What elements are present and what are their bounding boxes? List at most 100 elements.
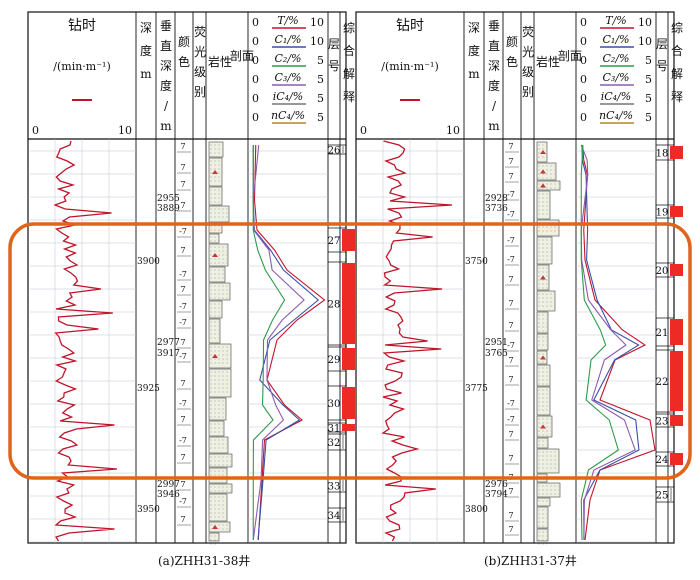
layer-number: 34: [328, 511, 341, 522]
lithology-block: [208, 420, 225, 437]
lithology-block: [208, 141, 224, 158]
gas-scale-max: 10: [638, 35, 652, 48]
color-code: 7: [508, 172, 513, 181]
color-code: -7: [507, 190, 515, 199]
svg-text:号: 号: [328, 59, 340, 73]
lithology-block: [536, 364, 551, 387]
color-code: 7: [180, 246, 185, 255]
lithology-block: [208, 300, 223, 319]
layer-number: 19: [656, 208, 669, 219]
interpretation-fill: [342, 229, 355, 251]
layer-header: 层号: [656, 37, 668, 73]
lithology-block: [536, 190, 551, 220]
svg-text:垂: 垂: [160, 19, 172, 33]
interpretation-fill: [670, 453, 683, 465]
lithology-block: [208, 532, 220, 542]
svg-text:释: 释: [343, 90, 355, 104]
color-code: -7: [507, 341, 515, 350]
gas-scale-min: 0: [580, 73, 587, 86]
gas-label: T/%: [277, 14, 299, 27]
color-code: 7: [180, 201, 185, 210]
svg-text:/: /: [492, 99, 497, 113]
depth-label: 3800: [465, 505, 488, 515]
color-code: -7: [179, 270, 187, 279]
color-code: -7: [507, 210, 515, 219]
gas-scale-min: 0: [252, 73, 259, 86]
lithology-block: [208, 436, 229, 454]
gas-scale-max: 5: [645, 111, 652, 124]
vertical-depth-label: 2928: [485, 194, 508, 204]
svg-text:荧: 荧: [522, 25, 534, 39]
lithology-block: [208, 233, 220, 244]
interpretation-fill: [342, 387, 355, 419]
gas-scale-max: 10: [638, 16, 652, 29]
svg-text:m: m: [160, 119, 172, 133]
layer-number: 25: [656, 491, 669, 502]
lithology-header-1: 岩性: [536, 54, 560, 69]
gas-label: iC₄/%: [601, 90, 632, 103]
color-code: 7: [180, 163, 185, 172]
vertical-depth-label: 2976: [485, 480, 508, 490]
layer-number: 21: [656, 328, 669, 339]
color-code: 7: [180, 515, 185, 524]
svg-text:解: 解: [343, 67, 355, 81]
color-code: -7: [179, 302, 187, 311]
svg-text:直: 直: [160, 39, 172, 53]
interpretation-fill: [342, 348, 355, 370]
drill-time-unit: /(min·m⁻¹): [381, 60, 438, 73]
gas-scale-max: 5: [645, 54, 652, 67]
gas-label: iC₄/%: [273, 90, 304, 103]
layer-header: 层号: [328, 37, 340, 73]
svg-text:级: 级: [522, 65, 534, 79]
vertical-depth-label: 3765: [485, 349, 508, 359]
lithology-marker: [540, 169, 546, 174]
drill-scale-max: 10: [446, 124, 460, 137]
lithology-marker: [540, 150, 546, 154]
color-code: 7: [508, 375, 513, 384]
gas-label: C₃/%: [603, 71, 630, 84]
lithology-block: [536, 528, 549, 542]
gas-scale-max: 5: [645, 73, 652, 86]
caption-a: (a)ZHH31-38井: [158, 554, 251, 568]
depth-label: 3900: [137, 257, 160, 267]
svg-text:深: 深: [160, 59, 172, 73]
svg-text:综: 综: [671, 21, 683, 35]
vertical-depth-label: 3946: [157, 490, 180, 500]
color-code: 7: [180, 142, 185, 151]
gas-scale-max: 10: [310, 16, 324, 29]
gas-label: C₃/%: [275, 71, 302, 84]
gas-scale-max: 5: [317, 73, 324, 86]
layer-number: 22: [656, 377, 669, 388]
caption-b: (b)ZHH31-37井: [484, 554, 577, 568]
lithology-block: [536, 162, 557, 181]
layer-number: 20: [656, 266, 669, 277]
color-code: -7: [179, 227, 187, 236]
interpretation-fill: [670, 264, 683, 276]
svg-text:颜: 颜: [506, 34, 518, 49]
vertical-depth-label: 3917: [157, 349, 180, 359]
interpretation-fill: [342, 263, 355, 344]
depth-label: 3775: [465, 384, 488, 394]
lithology-block: [208, 318, 221, 344]
color-code: -7: [179, 497, 187, 506]
color-code: 7: [508, 430, 513, 439]
vertical-depth-label: 3889: [157, 204, 180, 214]
lithology-block: [536, 448, 560, 474]
svg-text:度: 度: [140, 43, 152, 58]
gas-scale-min: 0: [252, 92, 259, 105]
vertical-depth-label: 2955: [157, 194, 180, 204]
color-code: 7: [508, 321, 513, 330]
color-code: 7: [180, 453, 185, 462]
interpretation-fill: [342, 424, 355, 431]
drill-time-title: 钻时: [396, 18, 424, 34]
gas-scale-min: 0: [252, 54, 259, 67]
lithology-block: [536, 437, 549, 449]
svg-text:直: 直: [488, 39, 500, 53]
